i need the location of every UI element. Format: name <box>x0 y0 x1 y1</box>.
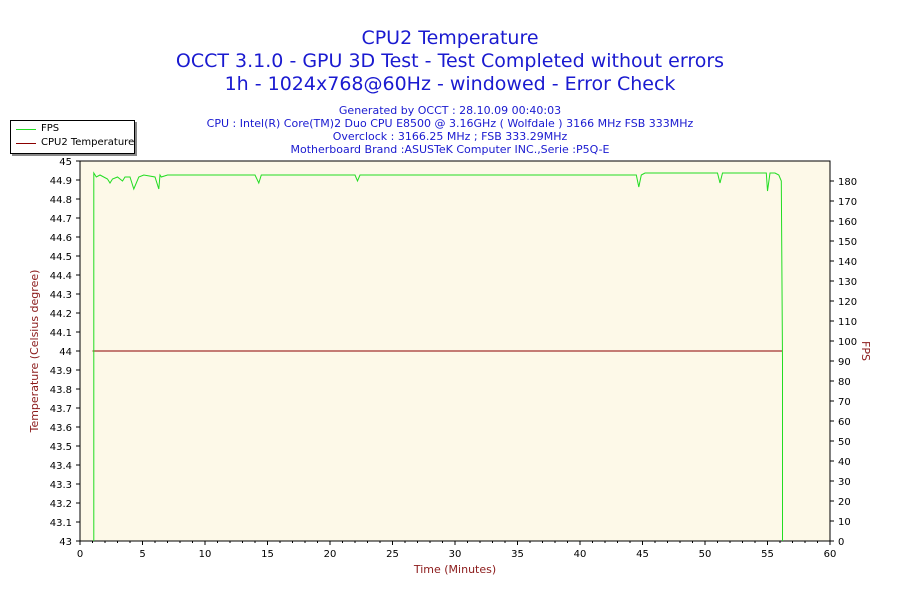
y-tick-label: 43.6 <box>50 423 72 434</box>
x-tick-label: 15 <box>261 549 274 560</box>
y2-tick-label: 30 <box>838 477 851 488</box>
legend-label-temperature: CPU2 Temperature <box>41 137 135 148</box>
y2-tick-label: 40 <box>838 457 851 468</box>
x-tick-label: 50 <box>699 549 712 560</box>
chart-title: CPU2 Temperature <box>361 27 539 49</box>
legend: FPS CPU2 Temperature <box>10 120 135 154</box>
y2-tick-label: 70 <box>838 397 851 408</box>
y2-tick-label: 150 <box>838 237 857 248</box>
y-tick-label: 43.2 <box>50 499 72 510</box>
y-tick-label: 43 <box>59 537 72 548</box>
y-tick-label: 43.7 <box>50 404 72 415</box>
x-tick-label: 45 <box>636 549 649 560</box>
y-tick-label: 43.8 <box>50 385 72 396</box>
y-tick-label: 44.4 <box>50 271 72 282</box>
y2-tick-label: 80 <box>838 377 851 388</box>
y-axis-label: Temperature (Celsius degree) <box>28 270 41 434</box>
info-generated: Generated by OCCT : 28.10.09 00:40:03 <box>338 104 562 117</box>
legend-item-temperature: CPU2 Temperature <box>11 136 134 150</box>
y-tick-label: 44.9 <box>50 176 72 187</box>
y2-tick-label: 120 <box>838 297 857 308</box>
info-cpu: CPU : Intel(R) Core(TM)2 Duo CPU E8500 @… <box>206 117 694 130</box>
x-tick-label: 55 <box>761 549 774 560</box>
x-tick-label: 40 <box>574 549 587 560</box>
x-tick-label: 5 <box>139 549 145 560</box>
y-tick-label: 45 <box>59 157 72 168</box>
chart-subtitle-settings: 1h - 1024x768@60Hz - windowed - Error Ch… <box>224 73 676 95</box>
y2-tick-label: 100 <box>838 337 857 348</box>
legend-item-fps: FPS <box>11 122 134 136</box>
y2-tick-label: 140 <box>838 257 857 268</box>
info-motherboard: Motherboard Brand :ASUSTeK Computer INC.… <box>290 143 610 156</box>
x-tick-label: 30 <box>449 549 462 560</box>
y2-axis-label: FPS <box>859 341 872 361</box>
y-tick-label: 44.2 <box>50 309 72 320</box>
y2-tick-label: 90 <box>838 357 851 368</box>
y-tick-label: 44.8 <box>50 195 72 206</box>
y2-tick-label: 60 <box>838 417 851 428</box>
y-tick-label: 43.4 <box>50 461 72 472</box>
x-tick-label: 20 <box>324 549 337 560</box>
y-tick-label: 44.3 <box>50 290 72 301</box>
legend-swatch-fps <box>16 129 36 130</box>
legend-swatch-temperature <box>16 143 36 144</box>
x-tick-label: 35 <box>511 549 524 560</box>
y2-tick-label: 160 <box>838 217 857 228</box>
y-tick-label: 43.5 <box>50 442 72 453</box>
y2-tick-label: 0 <box>838 537 844 548</box>
x-tick-label: 25 <box>386 549 399 560</box>
y2-tick-label: 130 <box>838 277 857 288</box>
x-tick-label: 10 <box>199 549 212 560</box>
y2-tick-label: 110 <box>838 317 857 328</box>
x-tick-label: 0 <box>77 549 83 560</box>
y-tick-label: 44.7 <box>50 214 72 225</box>
y2-tick-label: 50 <box>838 437 851 448</box>
x-tick-label: 60 <box>824 549 837 560</box>
info-overclock: Overclock : 3166.25 MHz ; FSB 333.29MHz <box>332 130 568 143</box>
y-tick-label: 43.1 <box>50 518 72 529</box>
y2-tick-label: 170 <box>838 197 857 208</box>
y-tick-label: 44 <box>59 347 72 358</box>
y2-tick-label: 20 <box>838 497 851 508</box>
y-tick-label: 43.9 <box>50 366 72 377</box>
chart-subtitle-test: OCCT 3.1.0 - GPU 3D Test - Test Complete… <box>175 50 725 72</box>
y-tick-label: 43.3 <box>50 480 72 491</box>
x-axis-label: Time (Minutes) <box>413 563 496 576</box>
y-tick-label: 44.1 <box>50 328 72 339</box>
y-tick-label: 44.5 <box>50 252 72 263</box>
y2-tick-label: 10 <box>838 517 851 528</box>
fps-series-line <box>93 171 783 541</box>
y-tick-label: 44.6 <box>50 233 72 244</box>
y2-tick-label: 180 <box>838 177 857 188</box>
legend-label-fps: FPS <box>41 123 60 134</box>
